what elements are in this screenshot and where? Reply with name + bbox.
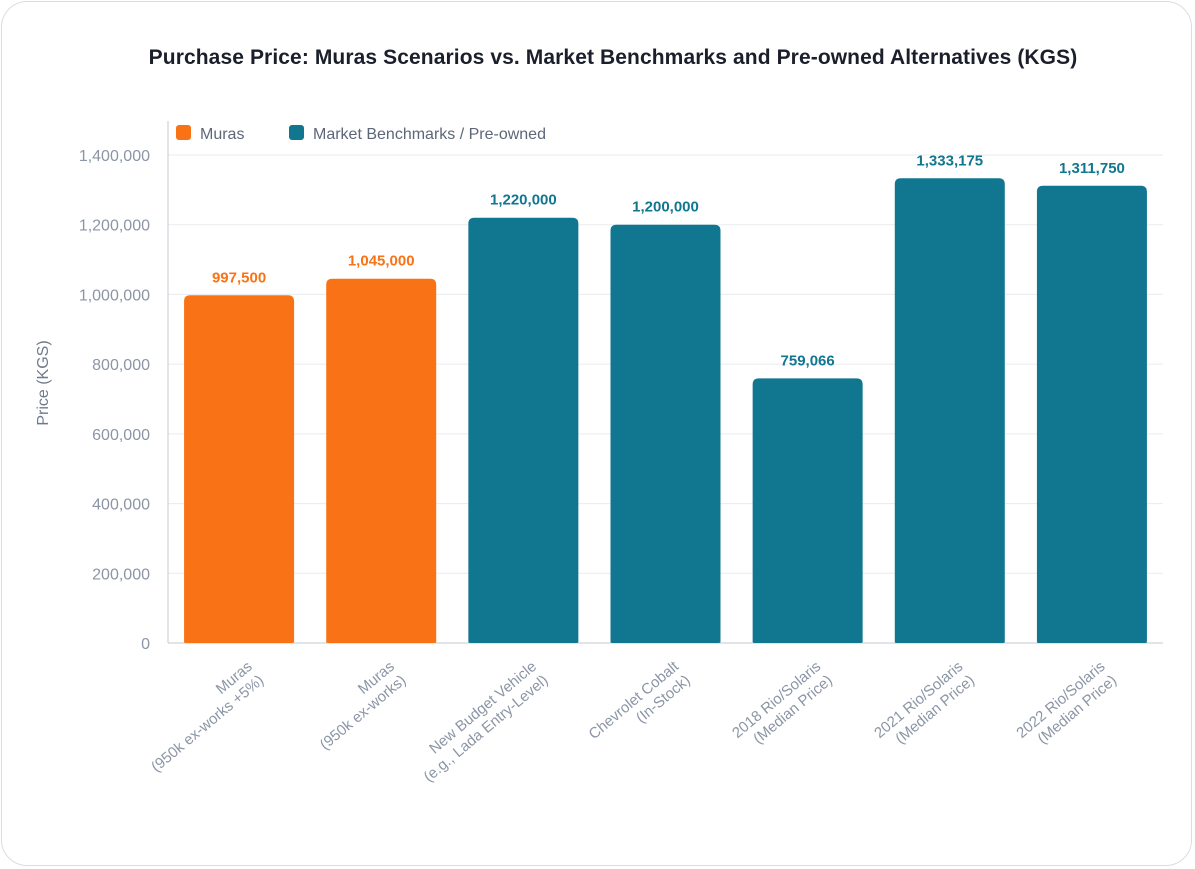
- x-tick-label: 2021 Rio/Solaris(Median Price): [871, 658, 978, 756]
- y-tick-label: 800,000: [92, 357, 150, 374]
- bar[interactable]: [184, 295, 295, 643]
- legend[interactable]: Muras Market Benchmarks / Pre-owned: [176, 125, 546, 143]
- legend-swatch: [176, 125, 191, 140]
- y-tick-label: 200,000: [92, 566, 150, 583]
- x-tick-labels: Muras(950k ex-works +5%) Muras(950k ex-wo…: [136, 658, 1120, 786]
- x-tick-label: Chevrolet Cobalt(In-Stock): [586, 658, 695, 757]
- y-axis-label: Price (KGS): [35, 340, 52, 425]
- data-label: 1,045,000: [348, 253, 415, 270]
- data-label: 997,500: [212, 269, 266, 286]
- bars: [184, 178, 1147, 644]
- x-tick-label: Muras(950k ex-works +5%): [136, 658, 267, 776]
- data-label: 1,200,000: [632, 199, 699, 216]
- bar[interactable]: [468, 217, 579, 643]
- bar[interactable]: [1036, 185, 1147, 644]
- legend-label: Market Benchmarks / Pre-owned: [313, 126, 546, 143]
- y-tick-labels: 0 200,000 400,000 600,000 800,000 1,000,000 1,…: [79, 148, 150, 653]
- y-tick-label: 1,400,000: [79, 148, 150, 165]
- bar[interactable]: [752, 378, 863, 643]
- y-tick-label: 1,000,000: [79, 287, 150, 304]
- bar[interactable]: [894, 178, 1005, 644]
- legend-item-muras[interactable]: Muras: [176, 125, 244, 143]
- data-labels: 997,500 1,045,000 1,220,000 1,200,000 759,06…: [212, 152, 1125, 369]
- data-label: 1,333,175: [916, 152, 983, 169]
- y-tick-label: 400,000: [92, 497, 150, 514]
- chart-title: Purchase Price: Muras Scenarios vs. Mark…: [148, 46, 1078, 69]
- y-tick-label: 600,000: [92, 427, 150, 444]
- data-label: 1,220,000: [490, 192, 557, 209]
- x-tick-label: 2022 Rio/Solaris(Median Price): [1013, 658, 1120, 756]
- data-label: 759,066: [781, 352, 835, 369]
- bar[interactable]: [610, 224, 721, 643]
- data-label: 1,311,750: [1059, 160, 1125, 177]
- y-tick-label: 1,200,000: [79, 218, 150, 235]
- x-tick-label: 2018 Rio/Solaris(Median Price): [729, 658, 836, 756]
- bar[interactable]: [326, 278, 437, 643]
- x-tick-label: New Budget Vehicle(e.g., Lada Entry-Leve…: [409, 658, 552, 786]
- x-tick-label: Muras(950k ex-works): [305, 658, 409, 753]
- legend-item-benchmarks[interactable]: Market Benchmarks / Pre-owned: [289, 125, 546, 143]
- legend-label: Muras: [200, 126, 244, 143]
- legend-swatch: [289, 125, 304, 140]
- y-tick-label: 0: [141, 636, 150, 653]
